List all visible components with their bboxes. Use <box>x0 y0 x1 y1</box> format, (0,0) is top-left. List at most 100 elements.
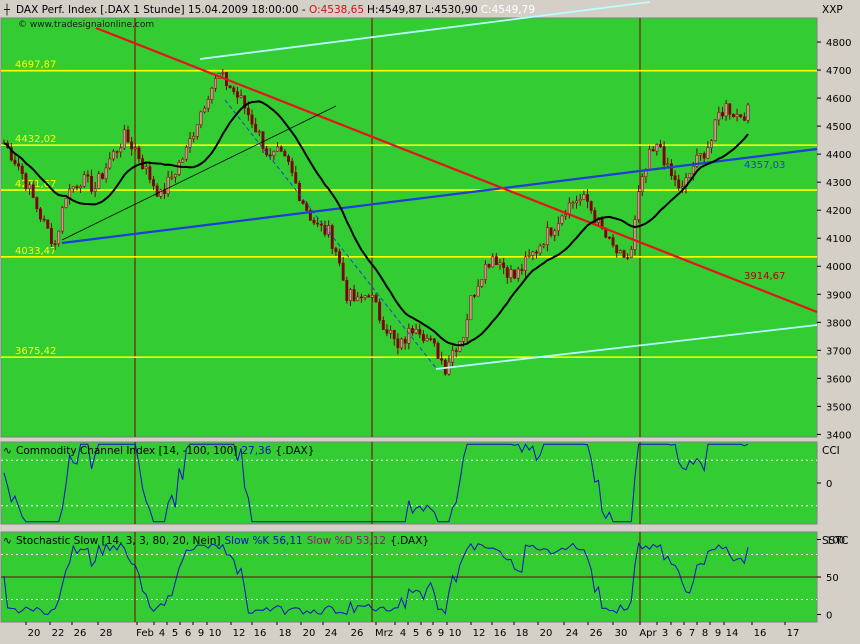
candle[interactable] <box>473 294 476 299</box>
candle[interactable] <box>578 194 582 206</box>
candle[interactable] <box>454 347 458 358</box>
candle[interactable] <box>531 250 535 261</box>
candle[interactable] <box>82 171 86 188</box>
candle[interactable] <box>706 141 710 159</box>
candle[interactable] <box>724 100 728 121</box>
candle[interactable] <box>436 341 440 359</box>
candle[interactable] <box>688 173 692 179</box>
candle[interactable] <box>323 220 327 237</box>
candle[interactable] <box>502 257 506 275</box>
candle[interactable] <box>556 216 560 237</box>
candle[interactable] <box>735 108 739 122</box>
candle[interactable] <box>206 95 210 113</box>
price-panel[interactable] <box>0 17 818 438</box>
candle[interactable] <box>411 325 414 336</box>
candle[interactable] <box>549 227 553 238</box>
candle[interactable] <box>93 181 97 198</box>
candle[interactable] <box>108 152 112 170</box>
candle[interactable] <box>421 330 425 344</box>
candle[interactable] <box>46 219 50 229</box>
candle[interactable] <box>287 154 290 166</box>
candle[interactable] <box>39 207 42 222</box>
candle[interactable] <box>618 249 622 254</box>
candle[interactable] <box>746 102 750 124</box>
candle[interactable] <box>742 112 746 122</box>
candle[interactable] <box>177 159 181 177</box>
candle[interactable] <box>407 323 411 350</box>
candle[interactable] <box>662 141 666 170</box>
candle[interactable] <box>465 313 469 343</box>
candle[interactable] <box>659 139 662 149</box>
candle[interactable] <box>403 336 407 350</box>
candle[interactable] <box>505 265 509 284</box>
candle[interactable] <box>188 131 192 154</box>
candle[interactable] <box>370 292 374 303</box>
candle[interactable] <box>42 215 46 223</box>
candle[interactable] <box>699 153 703 161</box>
candle[interactable] <box>276 141 279 152</box>
candle[interactable] <box>666 157 670 168</box>
candle[interactable] <box>228 85 232 89</box>
candle[interactable] <box>648 145 651 172</box>
candle[interactable] <box>49 223 53 247</box>
candle[interactable] <box>272 150 276 161</box>
candle[interactable] <box>9 142 13 162</box>
candle[interactable] <box>480 279 484 288</box>
candle[interactable] <box>308 208 312 221</box>
candle[interactable] <box>629 245 633 259</box>
candle[interactable] <box>101 172 104 180</box>
candle[interactable] <box>235 86 239 104</box>
candle[interactable] <box>352 284 356 302</box>
candle[interactable] <box>356 291 360 302</box>
candle[interactable] <box>338 248 341 267</box>
candle[interactable] <box>126 125 130 143</box>
candle[interactable] <box>425 334 429 342</box>
candle[interactable] <box>28 181 31 195</box>
candle[interactable] <box>545 221 549 252</box>
candle[interactable] <box>119 143 123 158</box>
candle[interactable] <box>115 150 119 159</box>
candle[interactable] <box>458 340 462 353</box>
candle[interactable] <box>710 139 713 154</box>
candle[interactable] <box>538 243 542 256</box>
candle[interactable] <box>582 190 586 200</box>
candle[interactable] <box>651 145 655 152</box>
candle[interactable] <box>221 68 225 77</box>
candle[interactable] <box>316 217 320 228</box>
candle[interactable] <box>414 323 418 335</box>
candle[interactable] <box>586 189 589 209</box>
candle[interactable] <box>13 154 17 166</box>
candle[interactable] <box>64 198 68 209</box>
candle[interactable] <box>192 132 196 143</box>
candle[interactable] <box>254 117 258 133</box>
candle[interactable] <box>97 170 101 190</box>
candle[interactable] <box>210 86 214 104</box>
candle[interactable] <box>451 345 455 367</box>
candle[interactable] <box>494 253 498 266</box>
candle[interactable] <box>312 217 316 226</box>
candle[interactable] <box>637 185 641 223</box>
candle[interactable] <box>721 106 724 120</box>
candle[interactable] <box>589 200 593 214</box>
candle[interactable] <box>75 184 79 191</box>
candle[interactable] <box>400 337 403 350</box>
candle[interactable] <box>334 246 338 256</box>
candle[interactable] <box>239 89 243 99</box>
candle[interactable] <box>739 114 743 119</box>
candle[interactable] <box>520 263 524 275</box>
candle[interactable] <box>677 174 681 191</box>
candle[interactable] <box>731 113 735 118</box>
candle[interactable] <box>60 205 64 234</box>
candle[interactable] <box>673 170 677 187</box>
candle[interactable] <box>130 136 134 156</box>
candle[interactable] <box>159 188 163 199</box>
candle[interactable] <box>717 106 721 126</box>
candle[interactable] <box>669 159 673 180</box>
candle[interactable] <box>491 253 495 268</box>
candle[interactable] <box>560 214 564 226</box>
candle[interactable] <box>509 265 513 283</box>
candle[interactable] <box>148 161 152 184</box>
candle[interactable] <box>104 162 108 183</box>
candle[interactable] <box>476 279 480 297</box>
candle[interactable] <box>389 325 393 339</box>
